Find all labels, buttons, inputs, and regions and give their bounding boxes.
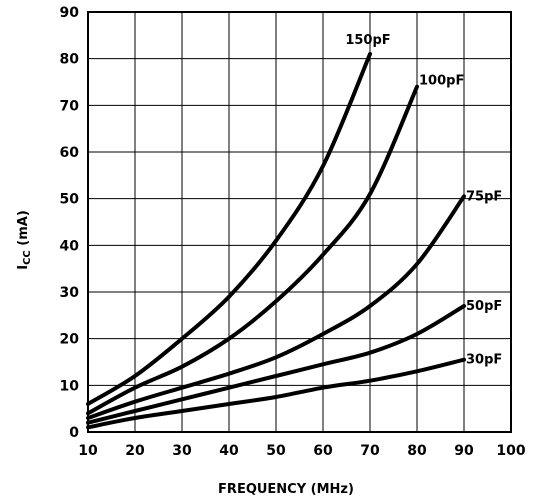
series-label-30pf: 30pF — [466, 353, 502, 368]
x-tick-label-10: 10 — [78, 443, 98, 459]
series-line-50pf — [86, 304, 466, 425]
series-label-150pf: 150pF — [345, 33, 390, 48]
series-label-100pf: 100pF — [419, 74, 464, 89]
y-axis-title-unit: (mA) — [16, 210, 31, 250]
x-tick-label-20: 20 — [125, 443, 145, 459]
y-tick-label-80: 80 — [60, 52, 80, 68]
x-tick-label-70: 70 — [360, 443, 380, 459]
y-tick-labels: 0 10 20 30 40 50 60 70 80 90 — [60, 5, 80, 441]
series-line-30pf — [86, 357, 466, 430]
x-tick-label-50: 50 — [266, 443, 286, 459]
x-tick-label-40: 40 — [219, 443, 239, 459]
y-tick-label-10: 10 — [60, 378, 80, 394]
y-tick-label-60: 60 — [60, 145, 80, 161]
series-labels: 150pF 100pF 75pF 50pF 30pF — [345, 33, 502, 368]
series-lines — [86, 52, 466, 430]
x-tick-label-80: 80 — [407, 443, 427, 459]
series-label-75pf: 75pF — [466, 189, 502, 204]
y-tick-label-50: 50 — [60, 192, 80, 208]
y-axis-title: ICC (mA) — [16, 210, 33, 270]
y-tick-label-90: 90 — [60, 5, 80, 21]
y-tick-label-40: 40 — [60, 238, 80, 254]
x-tick-labels: 10 20 30 40 50 60 70 80 90 100 — [78, 443, 526, 459]
x-tick-label-30: 30 — [172, 443, 192, 459]
y-tick-label-70: 70 — [60, 98, 80, 114]
y-axis-title-sub: CC — [22, 250, 33, 265]
x-tick-label-90: 90 — [454, 443, 474, 459]
x-tick-label-60: 60 — [313, 443, 333, 459]
y-axis-title-main: I — [16, 265, 31, 270]
y-tick-label-0: 0 — [69, 425, 79, 441]
y-tick-label-30: 30 — [60, 285, 80, 301]
series-line-75pf — [86, 194, 466, 420]
series-label-50pf: 50pF — [466, 299, 502, 314]
x-tick-label-100: 100 — [496, 443, 525, 459]
x-axis-title: FREQUENCY (MHz) — [218, 482, 354, 497]
plot-frame — [87, 11, 512, 433]
series-line-100pf — [86, 84, 419, 416]
y-tick-label-20: 20 — [60, 332, 80, 348]
series-line-150pf — [86, 52, 372, 406]
